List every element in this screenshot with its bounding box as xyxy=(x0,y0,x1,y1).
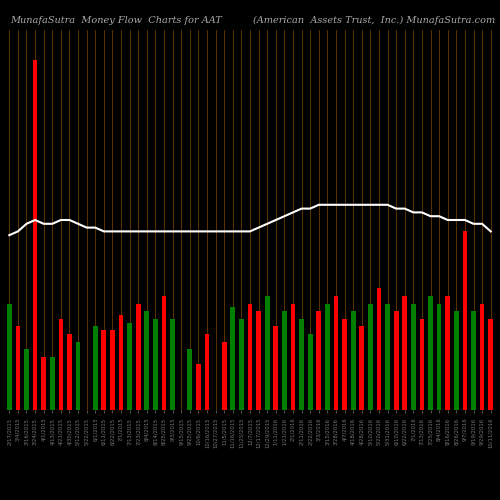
Bar xyxy=(196,364,201,410)
Bar xyxy=(420,319,424,410)
Bar xyxy=(471,311,476,410)
Bar xyxy=(93,326,98,410)
Bar xyxy=(128,322,132,410)
Bar xyxy=(334,296,338,410)
Bar xyxy=(411,304,416,410)
Bar xyxy=(136,304,140,410)
Bar xyxy=(170,319,175,410)
Bar xyxy=(480,304,484,410)
Bar xyxy=(368,304,372,410)
Bar xyxy=(256,311,261,410)
Bar xyxy=(342,319,347,410)
Bar xyxy=(446,296,450,410)
Bar xyxy=(394,311,398,410)
Bar xyxy=(230,308,235,410)
Bar xyxy=(316,311,321,410)
Bar xyxy=(248,304,252,410)
Bar xyxy=(402,296,407,410)
Bar xyxy=(325,304,330,410)
Bar xyxy=(351,311,356,410)
Bar xyxy=(308,334,312,410)
Bar xyxy=(110,330,115,410)
Bar xyxy=(102,330,106,410)
Bar xyxy=(274,326,278,410)
Bar xyxy=(144,311,149,410)
Bar xyxy=(428,296,433,410)
Bar xyxy=(462,232,468,410)
Bar xyxy=(360,326,364,410)
Bar xyxy=(385,304,390,410)
Bar xyxy=(67,334,72,410)
Bar xyxy=(265,296,270,410)
Bar xyxy=(153,319,158,410)
Bar xyxy=(32,60,38,410)
Bar xyxy=(50,357,54,410)
Text: MunafaSutra  Money Flow  Charts for AAT          (American  Assets Trust,  Inc.): MunafaSutra Money Flow Charts for AAT (A… xyxy=(10,16,495,25)
Bar xyxy=(454,311,458,410)
Bar xyxy=(299,319,304,410)
Bar xyxy=(376,288,382,410)
Bar xyxy=(188,349,192,410)
Bar xyxy=(290,304,296,410)
Bar xyxy=(204,334,210,410)
Bar xyxy=(76,342,80,410)
Bar xyxy=(16,326,20,410)
Bar xyxy=(24,349,29,410)
Bar xyxy=(282,311,286,410)
Bar xyxy=(42,357,46,410)
Bar xyxy=(58,319,63,410)
Bar xyxy=(118,315,124,410)
Bar xyxy=(488,319,493,410)
Bar xyxy=(222,342,226,410)
Bar xyxy=(239,319,244,410)
Bar xyxy=(437,304,442,410)
Bar xyxy=(7,304,12,410)
Bar xyxy=(162,296,166,410)
